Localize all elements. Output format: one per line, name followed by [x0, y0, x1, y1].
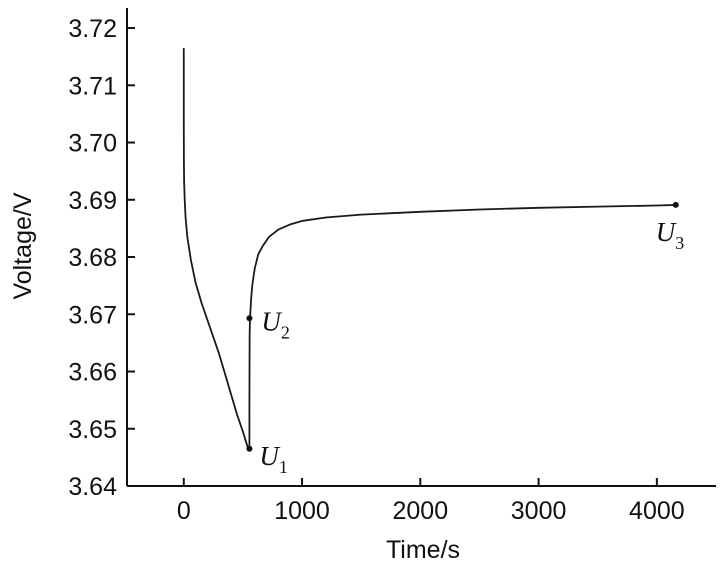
y-tick-label: 3.68: [68, 244, 117, 272]
marker-point-u1: [246, 445, 253, 452]
annotation-u2: U2: [261, 306, 290, 342]
y-ticks: 3.64 3.65 3.66 3.67 3.68 3.69 3.70 3.71 3.72: [68, 15, 135, 501]
x-ticks: 0 1000 2000 3000 4000: [177, 478, 685, 525]
x-tick-label: 3000: [511, 497, 567, 525]
voltage-series-line: [182, 48, 676, 450]
y-tick-label: 3.71: [68, 72, 117, 100]
y-tick-label: 3.64: [68, 473, 117, 501]
y-tick-label: 3.69: [68, 187, 117, 215]
y-tick-label: 3.67: [68, 301, 117, 329]
y-tick-label: 3.70: [68, 130, 117, 158]
y-tick-label: 3.65: [68, 416, 117, 444]
marker-point-u2: [246, 315, 253, 322]
y-tick-label: 3.72: [68, 15, 117, 43]
annotation-u3: U3: [656, 217, 685, 253]
y-tick-label: 3.66: [68, 359, 117, 387]
x-tick-label: 1000: [274, 497, 330, 525]
marker-layer: U1 U2 U3: [246, 201, 685, 477]
x-tick-label: 0: [177, 497, 191, 525]
series-layer: [182, 48, 676, 450]
y-axis-title: Voltage/V: [9, 192, 37, 299]
x-tick-label: 4000: [629, 497, 685, 525]
x-axis-title: Time/s: [386, 536, 460, 564]
axes: [126, 8, 716, 487]
annotation-u1: U1: [259, 441, 288, 477]
marker-point-u3: [672, 201, 679, 208]
x-tick-label: 2000: [393, 497, 449, 525]
